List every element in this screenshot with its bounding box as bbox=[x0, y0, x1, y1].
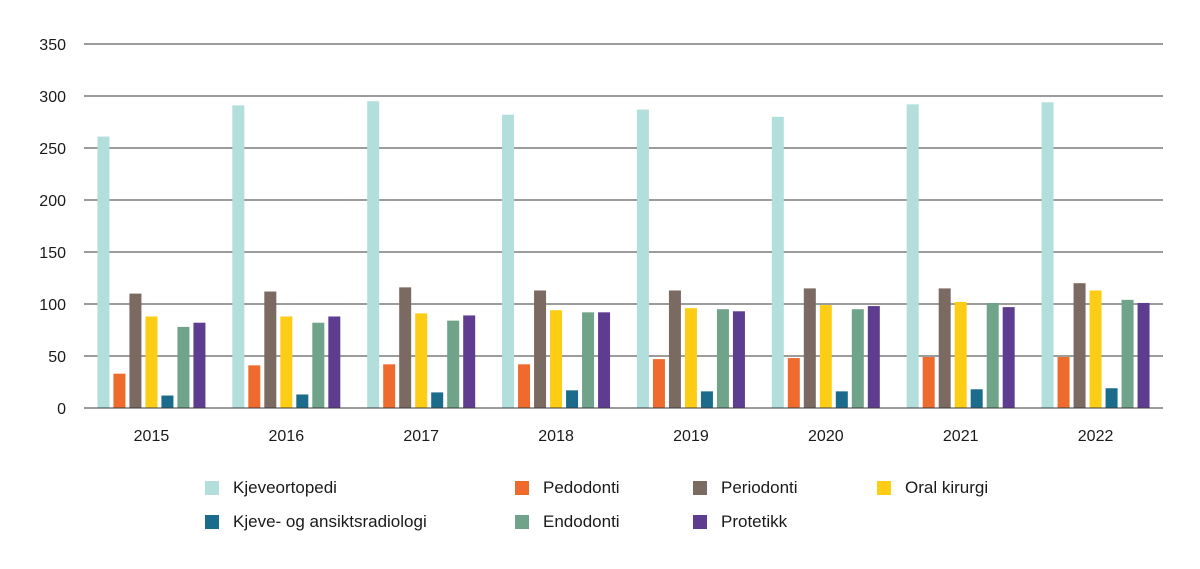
bar bbox=[636, 109, 649, 409]
bar bbox=[684, 308, 697, 408]
legend-label: Kjeveortopedi bbox=[233, 478, 337, 497]
bar bbox=[431, 392, 444, 408]
bar bbox=[732, 311, 745, 408]
bar bbox=[700, 391, 713, 408]
bar bbox=[232, 105, 245, 409]
bar bbox=[652, 359, 665, 408]
bar bbox=[598, 312, 611, 408]
bar bbox=[534, 290, 547, 408]
bar bbox=[161, 395, 174, 408]
bar bbox=[1073, 283, 1086, 408]
legend-label: Kjeve- og ansiktsradiologi bbox=[233, 512, 427, 531]
bar bbox=[986, 302, 999, 408]
bar bbox=[566, 390, 579, 408]
bar bbox=[954, 301, 967, 408]
bar bbox=[312, 322, 325, 408]
bar bbox=[819, 305, 832, 408]
bar bbox=[1121, 299, 1134, 408]
legend-item-kjeve-og-ansiktsradiologi: Kjeve- og ansiktsradiologi bbox=[205, 510, 427, 534]
bar bbox=[502, 114, 515, 408]
bar bbox=[145, 316, 158, 408]
bar bbox=[922, 357, 935, 408]
bar bbox=[906, 104, 919, 408]
bar bbox=[582, 312, 595, 408]
x-tick-label: 2015 bbox=[134, 428, 170, 445]
bar bbox=[264, 291, 277, 408]
legend-item-endodonti: Endodonti bbox=[515, 510, 620, 534]
legend-label: Endodonti bbox=[543, 512, 620, 531]
bar bbox=[668, 290, 681, 408]
bar bbox=[835, 391, 848, 408]
x-tick-label: 2020 bbox=[808, 428, 844, 445]
legend-item-periodonti: Periodonti bbox=[693, 476, 798, 500]
y-tick-label: 200 bbox=[39, 193, 66, 210]
y-tick-label: 300 bbox=[39, 89, 66, 106]
bar bbox=[803, 288, 816, 408]
bar bbox=[415, 313, 428, 408]
y-tick-label: 150 bbox=[39, 245, 66, 262]
bar bbox=[383, 364, 396, 408]
x-tick-label: 2019 bbox=[673, 428, 709, 445]
bar bbox=[970, 389, 983, 408]
legend-label: Periodonti bbox=[721, 478, 798, 497]
bar bbox=[938, 288, 951, 408]
bar bbox=[129, 293, 142, 408]
bar bbox=[716, 309, 729, 408]
y-tick-label: 50 bbox=[48, 349, 66, 366]
x-tick-label: 2016 bbox=[269, 428, 305, 445]
bar bbox=[399, 287, 412, 408]
bar bbox=[193, 322, 206, 408]
legend-swatch bbox=[693, 515, 707, 529]
bar bbox=[1137, 302, 1150, 408]
bar bbox=[248, 365, 261, 408]
legend-label: Oral kirurgi bbox=[905, 478, 989, 497]
legend-label: Pedodonti bbox=[543, 478, 620, 497]
y-tick-label: 100 bbox=[39, 297, 66, 314]
legend-swatch bbox=[205, 515, 219, 529]
bar bbox=[463, 315, 476, 408]
bar bbox=[1089, 290, 1102, 408]
bar-chart: 0 50 100 150 200 250 300 350 2015 2016 2017 2018 201… bbox=[39, 37, 1163, 445]
legend-swatch bbox=[515, 481, 529, 495]
bar bbox=[787, 358, 800, 408]
bar bbox=[296, 394, 309, 408]
legend-item-protetikk: Protetikk bbox=[693, 510, 787, 534]
legend-item-oral-kirurgi: Oral kirurgi bbox=[877, 476, 988, 500]
legend-swatch bbox=[877, 481, 891, 495]
legend-swatch bbox=[205, 481, 219, 495]
bar bbox=[1002, 307, 1015, 408]
legend: Kjeveortopedi Pedodonti Periodonti Oral … bbox=[205, 476, 1055, 556]
legend-item-kjeveortopedi: Kjeveortopedi bbox=[205, 476, 337, 500]
legend-item-pedodonti: Pedodonti bbox=[515, 476, 620, 500]
y-tick-label: 0 bbox=[57, 401, 66, 418]
x-tick-label: 2017 bbox=[403, 428, 439, 445]
bar bbox=[328, 316, 341, 408]
bar bbox=[367, 101, 380, 408]
bar bbox=[1041, 102, 1054, 409]
bar bbox=[518, 364, 531, 408]
legend-label: Protetikk bbox=[721, 512, 788, 531]
bar bbox=[280, 316, 293, 408]
x-tick-label: 2021 bbox=[943, 428, 979, 445]
bar bbox=[177, 326, 190, 408]
x-tick-label: 2018 bbox=[538, 428, 574, 445]
bar bbox=[1105, 388, 1118, 408]
x-tick-label: 2022 bbox=[1078, 428, 1114, 445]
bar bbox=[550, 310, 563, 408]
bar bbox=[771, 116, 784, 409]
bar bbox=[867, 306, 880, 408]
bar bbox=[447, 320, 460, 408]
y-tick-label: 350 bbox=[39, 37, 66, 54]
bar bbox=[97, 136, 110, 408]
legend-swatch bbox=[693, 481, 707, 495]
bar bbox=[1057, 357, 1070, 408]
bar bbox=[113, 373, 126, 408]
legend-swatch bbox=[515, 515, 529, 529]
y-tick-label: 250 bbox=[39, 141, 66, 158]
bar bbox=[851, 309, 864, 408]
